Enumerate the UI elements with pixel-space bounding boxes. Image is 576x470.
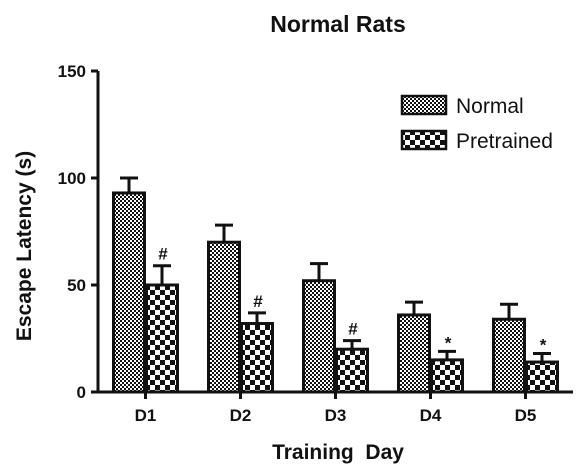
- significance-marker: #: [348, 320, 358, 339]
- bar-pretrained: [145, 283, 179, 394]
- legend: Normal Pretrained: [400, 94, 553, 153]
- x-tick-label: D4: [420, 406, 442, 425]
- y-tick-label: 100: [58, 169, 86, 188]
- bar-normal: [492, 317, 526, 394]
- significance-marker: #: [158, 245, 168, 264]
- x-tick-label: D1: [135, 406, 157, 425]
- y-tick-label: 150: [58, 62, 86, 81]
- legend-label-normal: Normal: [456, 95, 524, 118]
- legend-label-pretrained: Pretrained: [456, 130, 553, 153]
- bar-normal: [397, 313, 431, 394]
- y-axis-label: Escape Latency (s): [13, 151, 36, 341]
- bar-pretrained: [335, 347, 369, 394]
- significance-marker: *: [540, 335, 547, 354]
- bar-normal: [302, 279, 336, 394]
- bars-group: # # # * *: [112, 176, 559, 394]
- y-tick-label: 0: [77, 383, 86, 402]
- y-tick-label: 50: [67, 276, 86, 295]
- x-axis-label: Training Day: [272, 441, 404, 464]
- chart-title: Normal Rats: [270, 11, 405, 37]
- bar-normal: [207, 240, 241, 394]
- x-tick-label: D3: [325, 406, 347, 425]
- x-tick-label: D2: [230, 406, 252, 425]
- legend-swatch-pretrained: [400, 129, 448, 151]
- bar-normal: [112, 191, 146, 394]
- significance-marker: #: [253, 292, 263, 311]
- bar-pretrained: [525, 360, 559, 394]
- significance-marker: *: [445, 333, 452, 352]
- bar-pretrained: [430, 358, 464, 394]
- bar-pretrained: [240, 322, 274, 394]
- legend-swatch-normal: [400, 94, 448, 116]
- x-tick-label: D5: [515, 406, 537, 425]
